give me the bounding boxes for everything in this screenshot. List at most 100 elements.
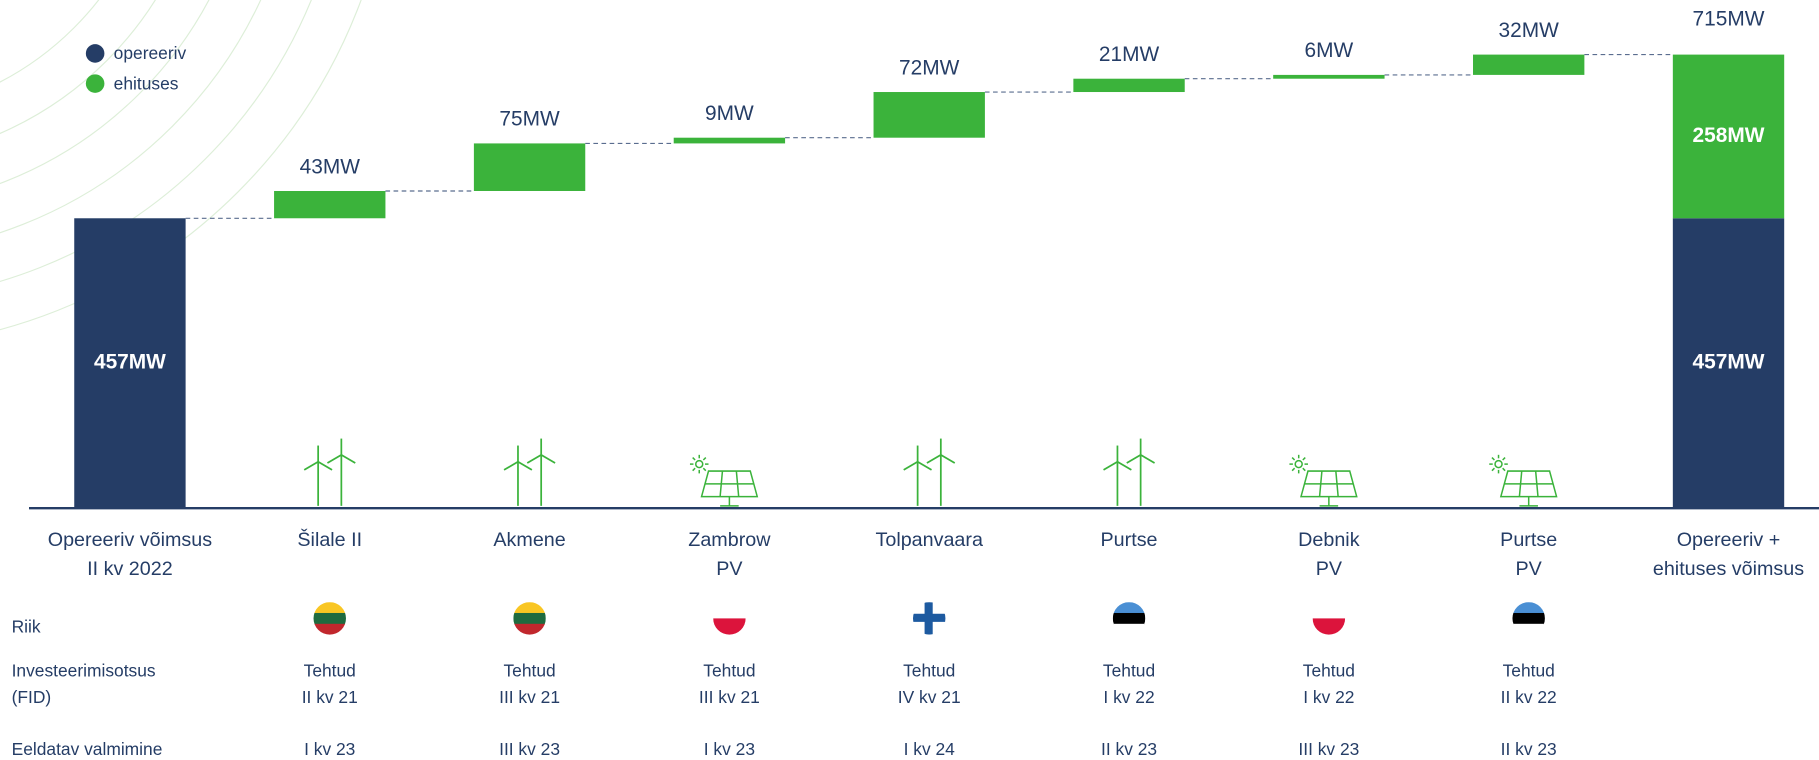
solar-icon xyxy=(1489,454,1558,507)
x-tick-label: Akmene xyxy=(493,529,565,551)
data-label: 75MW xyxy=(499,108,560,131)
x-tick-label: Opereeriv võimsus xyxy=(48,529,213,551)
x-tick-label: PV xyxy=(1516,558,1543,580)
sun xyxy=(1294,459,1303,469)
flag-body xyxy=(313,602,346,635)
grid xyxy=(1318,470,1323,497)
data-label: 457MW xyxy=(1693,351,1765,374)
ray xyxy=(1491,457,1495,461)
bar xyxy=(1672,218,1785,509)
blade xyxy=(326,454,342,464)
data-label: 258MW xyxy=(1693,124,1765,147)
grid xyxy=(1518,470,1523,497)
stripe xyxy=(1112,602,1146,614)
flag xyxy=(313,602,346,635)
ray xyxy=(1502,457,1506,461)
table-cell: III kv 23 xyxy=(499,739,560,759)
bar xyxy=(673,137,786,144)
blade xyxy=(1126,454,1142,464)
x-tick-label: PV xyxy=(716,558,743,580)
flag-body xyxy=(1112,602,1146,635)
x-tick-label: Purtse xyxy=(1101,529,1158,551)
legend-marker xyxy=(85,44,105,63)
stripe xyxy=(1512,602,1545,614)
row-label: (FID) xyxy=(12,687,52,707)
blade xyxy=(503,461,519,471)
x-tick-label: Purtse xyxy=(1500,529,1557,551)
x-tick-label: Opereeriv + xyxy=(1677,529,1781,551)
table-cell: I kv 23 xyxy=(304,739,355,759)
blade xyxy=(526,454,542,464)
ray xyxy=(1302,457,1306,461)
table-cell: IV kv 21 xyxy=(898,687,961,707)
wind-icon xyxy=(903,438,956,506)
flag xyxy=(1112,602,1146,635)
x-tick-label: Zambrow xyxy=(688,529,771,551)
stripe xyxy=(1112,612,1146,625)
x-tick-label: Tolpanvaara xyxy=(876,529,983,551)
grid xyxy=(719,470,724,497)
blade xyxy=(517,461,533,471)
blade xyxy=(940,454,956,464)
data-label: 9MW xyxy=(705,102,754,125)
total-label: 715MW xyxy=(1693,7,1765,30)
bar xyxy=(74,218,186,509)
x-tick-label: Šilale II xyxy=(297,528,362,551)
data-label: 43MW xyxy=(300,155,361,178)
flag-body xyxy=(912,602,946,635)
flag xyxy=(513,602,546,635)
x-tick-label: ehituses võimsus xyxy=(1653,558,1804,580)
x-tick-label: II kv 2022 xyxy=(87,558,173,580)
table-cell: III kv 21 xyxy=(699,687,760,707)
ray xyxy=(1291,467,1296,472)
stripe xyxy=(313,612,346,625)
data-label: 32MW xyxy=(1499,19,1560,42)
blade xyxy=(1140,454,1156,464)
stripe xyxy=(1512,623,1545,635)
table-cell: I kv 22 xyxy=(1303,687,1354,707)
table-cell: Tehtud xyxy=(903,660,955,680)
table-cell: I kv 23 xyxy=(704,739,755,759)
legend-label: ehituses xyxy=(114,73,179,93)
table-cell: Tehtud xyxy=(1103,660,1155,680)
bar xyxy=(274,190,386,219)
stripe xyxy=(513,602,546,614)
stripe xyxy=(513,623,546,635)
ray xyxy=(1502,467,1506,472)
table-cell: Tehtud xyxy=(503,660,555,680)
flag xyxy=(713,602,746,635)
blade xyxy=(926,454,942,464)
row-label: Riik xyxy=(12,616,41,636)
table-cell: I kv 22 xyxy=(1103,687,1154,707)
blade xyxy=(1117,461,1132,471)
legend-label: opereeriv xyxy=(114,43,187,63)
bar xyxy=(1672,54,1785,219)
solar-icon xyxy=(689,454,759,507)
wind-icon xyxy=(503,438,556,506)
ray xyxy=(692,467,696,472)
table-cell: III kv 23 xyxy=(1298,739,1359,759)
ray xyxy=(1302,467,1306,472)
bar xyxy=(1473,54,1585,75)
stripe xyxy=(1512,612,1545,625)
x-tick-label: PV xyxy=(1316,558,1343,580)
grid xyxy=(1335,470,1339,497)
table-cell: I kv 24 xyxy=(904,739,956,759)
ray xyxy=(692,457,696,461)
bar xyxy=(473,143,586,191)
table-cell: Tehtud xyxy=(304,660,356,680)
grid xyxy=(735,470,740,497)
row-label: Eeldatav valmimine xyxy=(12,739,163,759)
x-tick-label: Debnik xyxy=(1298,529,1360,551)
flag xyxy=(1512,602,1545,635)
table-cell: Tehtud xyxy=(1503,660,1555,680)
table-cell: III kv 21 xyxy=(499,687,560,707)
flag xyxy=(912,602,946,635)
data-label: 457MW xyxy=(94,351,166,374)
stripe xyxy=(313,602,346,614)
stripe xyxy=(1312,602,1346,619)
blade xyxy=(317,461,333,471)
flag-body xyxy=(713,602,746,635)
bar xyxy=(1073,78,1185,93)
flag-body xyxy=(1512,602,1545,635)
